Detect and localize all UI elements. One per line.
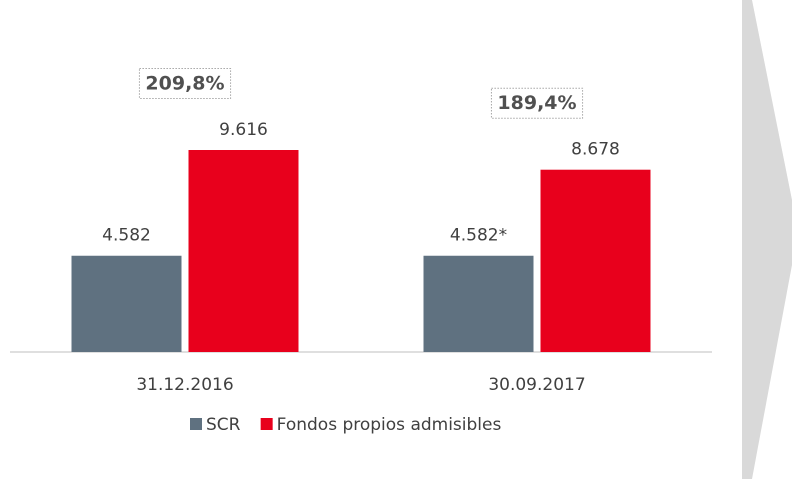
legend-label: SCR [206,415,241,435]
legend-swatch [260,418,273,430]
legend-swatch [190,418,202,430]
bar [423,255,534,352]
annotation-box [138,68,232,99]
arrow-shape [742,0,792,479]
data-label: 4.582 [102,226,151,246]
x-tick-label: 30.09.2017 [488,375,585,395]
annotation-box [490,87,584,119]
bar [71,255,182,352]
data-label: 9.616 [219,120,268,140]
ratio-annotation: 209,8% [145,73,224,95]
legend-label: Fondos propios admisibles [277,415,502,435]
ratio-annotation: 189,4% [497,92,576,114]
data-label: 8.678 [571,140,620,160]
data-label: 4.582* [450,226,507,246]
x-tick-label: 31.12.2016 [136,375,233,395]
bar [540,169,651,352]
bar [188,150,299,352]
